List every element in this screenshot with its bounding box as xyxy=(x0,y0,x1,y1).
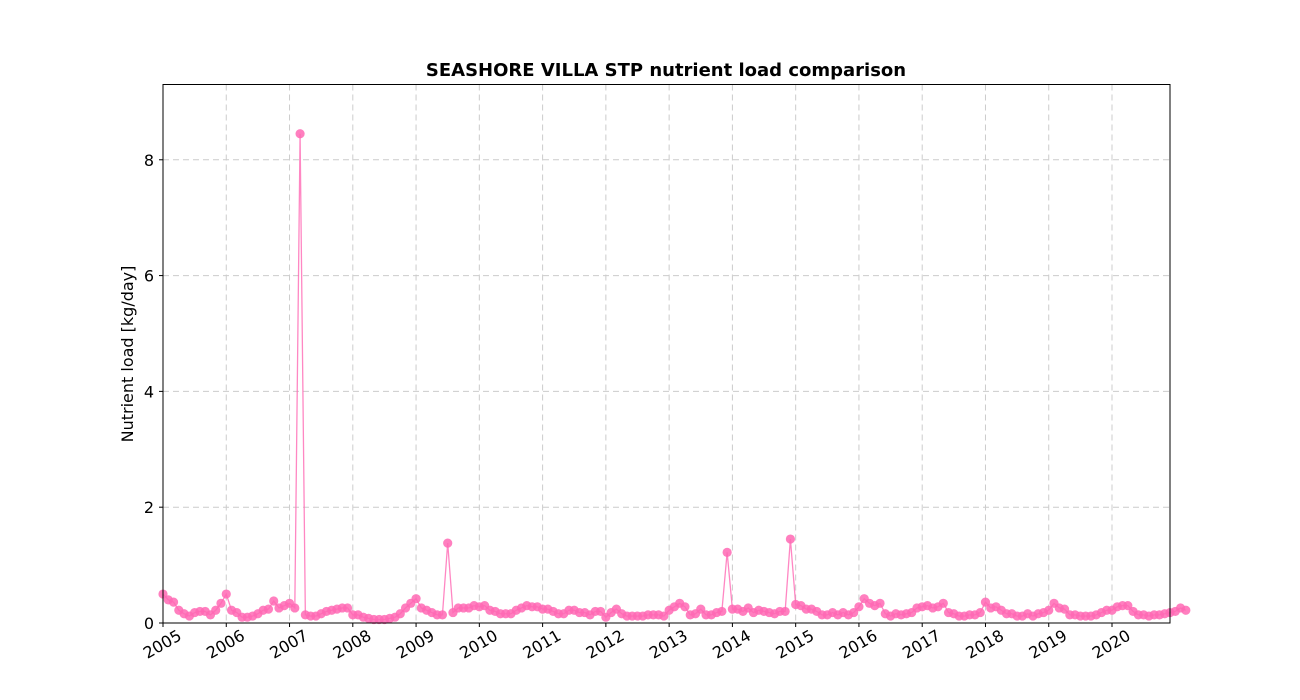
data-point xyxy=(443,538,453,548)
data-point xyxy=(221,589,231,599)
data-point xyxy=(875,598,885,608)
data-point xyxy=(780,606,790,617)
y-tick-label: 6 xyxy=(144,267,154,286)
x-tick-label: 2012 xyxy=(583,626,628,663)
y-tick-label: 2 xyxy=(144,498,154,517)
series-line xyxy=(162,133,1187,621)
x-axis: 2005 2006 2007 2008 2009 2010 2011 2012 2013 2014… xyxy=(140,623,1134,663)
x-tick-label: 2007 xyxy=(266,626,311,663)
y-tick-label: 4 xyxy=(144,382,154,401)
data-point xyxy=(211,605,221,615)
y-axis-label: Nutrient load [kg/day] xyxy=(118,266,137,443)
x-tick-label: 2014 xyxy=(709,626,754,663)
data-point xyxy=(269,596,279,606)
series-group xyxy=(158,129,1191,625)
data-point xyxy=(342,603,353,613)
data-point xyxy=(411,594,421,604)
data-point xyxy=(290,603,300,613)
x-tick-label: 2018 xyxy=(962,626,1007,663)
data-point xyxy=(437,610,448,620)
data-point xyxy=(263,604,274,614)
data-point xyxy=(1181,605,1191,615)
chart-title: SEASHORE VILLA STP nutrient load compari… xyxy=(426,60,906,81)
data-point xyxy=(938,598,948,608)
data-point xyxy=(216,598,226,608)
x-tick-label: 2020 xyxy=(1089,626,1134,663)
data-point xyxy=(168,597,179,607)
x-tick-label: 2009 xyxy=(393,626,438,663)
y-axis: 0 2 4 6 8 xyxy=(144,151,163,633)
data-point xyxy=(722,547,732,557)
x-tick-label: 2016 xyxy=(836,626,881,663)
grid-lines xyxy=(162,84,1170,624)
x-tick-label: 2015 xyxy=(773,626,818,663)
data-point xyxy=(785,534,796,544)
y-tick-label: 0 xyxy=(144,614,154,633)
y-tick-label: 8 xyxy=(144,151,154,170)
x-tick-label: 2006 xyxy=(203,626,248,663)
data-point xyxy=(717,606,727,617)
data-point xyxy=(295,129,305,139)
x-tick-label: 2013 xyxy=(646,626,691,663)
x-tick-label: 2008 xyxy=(330,626,375,663)
data-point xyxy=(854,602,864,612)
data-point xyxy=(1044,605,1054,615)
plot-frame xyxy=(162,84,1171,624)
x-tick-label: 2011 xyxy=(519,626,564,663)
x-tick-label: 2017 xyxy=(899,626,944,663)
data-point xyxy=(680,602,690,612)
data-point xyxy=(975,607,985,618)
x-tick-label: 2019 xyxy=(1026,626,1071,663)
x-tick-label: 2010 xyxy=(456,626,501,663)
